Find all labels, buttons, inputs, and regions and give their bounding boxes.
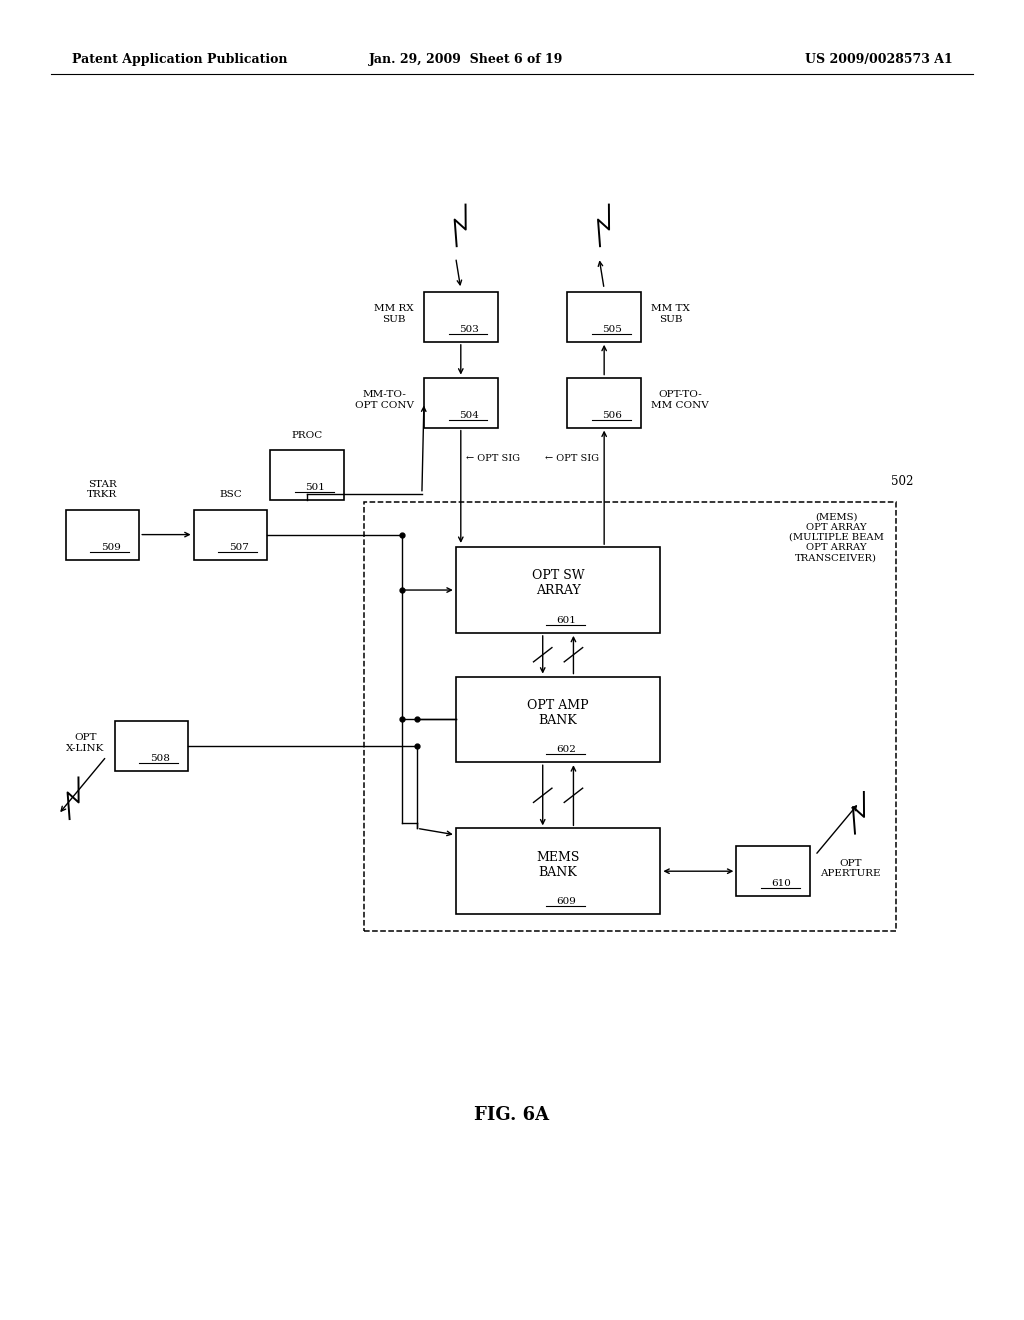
- Text: BSC: BSC: [219, 490, 242, 499]
- Text: 509: 509: [100, 543, 121, 552]
- Text: OPT SW
ARRAY: OPT SW ARRAY: [531, 569, 585, 598]
- FancyBboxPatch shape: [364, 502, 896, 931]
- Text: MM TX
SUB: MM TX SUB: [651, 305, 690, 323]
- Text: 506: 506: [602, 411, 623, 420]
- FancyBboxPatch shape: [194, 510, 267, 560]
- FancyBboxPatch shape: [424, 292, 498, 342]
- Text: Patent Application Publication: Patent Application Publication: [72, 53, 287, 66]
- Text: 508: 508: [150, 754, 170, 763]
- Text: 505: 505: [602, 325, 623, 334]
- Text: 503: 503: [459, 325, 479, 334]
- Text: STAR
TRKR: STAR TRKR: [87, 479, 118, 499]
- FancyBboxPatch shape: [66, 510, 139, 560]
- Text: PROC: PROC: [292, 430, 323, 440]
- Text: 501: 501: [305, 483, 326, 492]
- FancyBboxPatch shape: [456, 829, 660, 913]
- FancyBboxPatch shape: [567, 378, 641, 428]
- Text: (MEMS)
OPT ARRAY
(MULTIPLE BEAM
OPT ARRAY
TRANSCEIVER): (MEMS) OPT ARRAY (MULTIPLE BEAM OPT ARRA…: [788, 512, 884, 562]
- Text: 502: 502: [891, 475, 913, 488]
- Text: FIG. 6A: FIG. 6A: [474, 1106, 550, 1125]
- Text: 602: 602: [556, 746, 577, 755]
- FancyBboxPatch shape: [736, 846, 810, 896]
- Text: 601: 601: [556, 616, 577, 624]
- Text: MM RX
SUB: MM RX SUB: [374, 305, 414, 323]
- Text: ← OPT SIG: ← OPT SIG: [466, 454, 520, 462]
- Text: ← OPT SIG: ← OPT SIG: [545, 454, 599, 462]
- Text: OPT AMP
BANK: OPT AMP BANK: [527, 698, 589, 727]
- FancyBboxPatch shape: [456, 676, 660, 763]
- FancyBboxPatch shape: [424, 378, 498, 428]
- Text: OPT
APERTURE: OPT APERTURE: [820, 859, 881, 878]
- FancyBboxPatch shape: [567, 292, 641, 342]
- Text: OPT
X-LINK: OPT X-LINK: [67, 734, 104, 752]
- FancyBboxPatch shape: [270, 450, 344, 500]
- Text: US 2009/0028573 A1: US 2009/0028573 A1: [805, 53, 952, 66]
- Text: 609: 609: [556, 898, 577, 906]
- Text: 610: 610: [771, 879, 792, 888]
- Text: MM-TO-
OPT CONV: MM-TO- OPT CONV: [354, 391, 414, 409]
- Text: MEMS
BANK: MEMS BANK: [537, 850, 580, 879]
- FancyBboxPatch shape: [456, 546, 660, 632]
- Text: 504: 504: [459, 411, 479, 420]
- FancyBboxPatch shape: [115, 721, 188, 771]
- Text: Jan. 29, 2009  Sheet 6 of 19: Jan. 29, 2009 Sheet 6 of 19: [369, 53, 563, 66]
- Text: OPT-TO-
MM CONV: OPT-TO- MM CONV: [651, 391, 709, 409]
- Text: 507: 507: [228, 543, 249, 552]
